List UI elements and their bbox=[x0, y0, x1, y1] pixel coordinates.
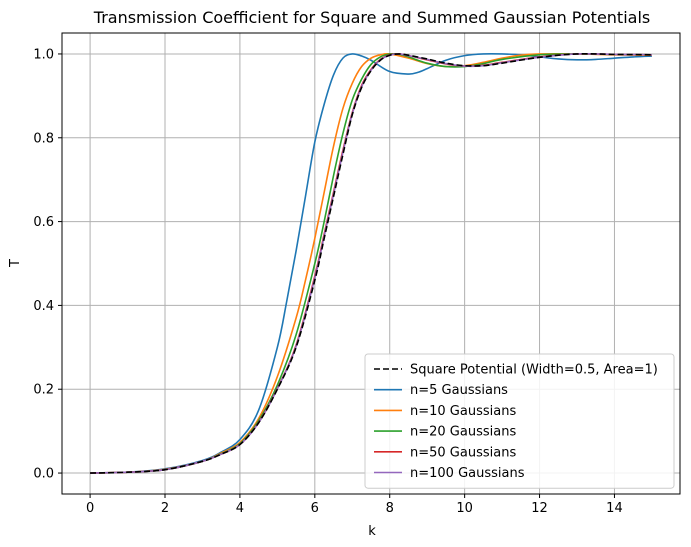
legend: Square Potential (Width=0.5, Area=1) n=5 … bbox=[364, 353, 675, 489]
series-line-2 bbox=[90, 52, 652, 474]
x-tick-label: 8 bbox=[386, 501, 394, 516]
x-tick-label: 12 bbox=[531, 501, 548, 516]
ticks-layer: 0 2 4 6 8 10 12 14 0.0 0.2 0.4 0.6 0.8 1.0 bbox=[33, 47, 622, 516]
legend-label: n=50 Gaussians bbox=[410, 445, 516, 460]
chart-title: Transmission Coefficient for Square and … bbox=[93, 8, 650, 27]
legend-box bbox=[364, 353, 675, 489]
lines-layer bbox=[90, 52, 652, 474]
legend-label: n=20 Gaussians bbox=[410, 425, 516, 440]
series-line-0 bbox=[90, 52, 652, 474]
y-tick-label: 0.0 bbox=[33, 467, 54, 482]
x-tick-label: 14 bbox=[606, 501, 623, 516]
y-tick-label: 0.6 bbox=[33, 215, 54, 230]
plot-frame bbox=[61, 32, 681, 495]
legend-label: Square Potential (Width=0.5, Area=1) bbox=[410, 363, 658, 378]
x-tick-label: 2 bbox=[161, 501, 169, 516]
x-tick-label: 10 bbox=[456, 501, 473, 516]
x-tick-label: 0 bbox=[86, 501, 94, 516]
legend-label: n=10 Gaussians bbox=[410, 404, 516, 419]
legend-label: n=100 Gaussians bbox=[410, 466, 525, 481]
y-axis-label: T bbox=[8, 259, 23, 268]
x-tick-label: 6 bbox=[311, 501, 319, 516]
y-tick-label: 0.2 bbox=[33, 383, 54, 398]
x-tick-label: 4 bbox=[236, 501, 244, 516]
x-axis-label: k bbox=[368, 524, 376, 539]
legend-label: n=5 Gaussians bbox=[410, 383, 508, 398]
y-tick-label: 0.8 bbox=[33, 131, 54, 146]
y-tick-label: 1.0 bbox=[33, 47, 54, 62]
y-tick-label: 0.4 bbox=[33, 299, 54, 314]
series-line-1 bbox=[90, 52, 652, 474]
